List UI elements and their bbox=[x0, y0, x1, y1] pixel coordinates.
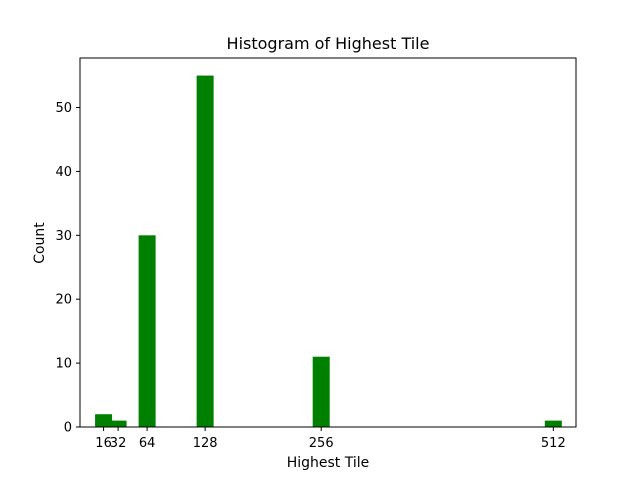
x-tick-label: 128 bbox=[193, 436, 218, 451]
x-tick-label: 16 bbox=[95, 436, 112, 451]
x-tick-label: 64 bbox=[139, 436, 156, 451]
y-tick-label: 50 bbox=[55, 101, 72, 116]
y-tick-label: 30 bbox=[55, 229, 72, 244]
y-axis-label: Count bbox=[32, 222, 48, 264]
x-tick-label: 512 bbox=[541, 436, 566, 451]
bar-64 bbox=[138, 235, 156, 427]
x-axis-label: Highest Tile bbox=[287, 455, 370, 471]
bar-32 bbox=[109, 420, 127, 427]
bar-128 bbox=[196, 75, 214, 427]
y-tick-label: 40 bbox=[55, 165, 72, 180]
bar-16 bbox=[95, 414, 113, 427]
bar-512 bbox=[544, 420, 562, 427]
bar-256 bbox=[312, 356, 330, 427]
chart-title: Histogram of Highest Tile bbox=[227, 34, 430, 53]
y-tick-label: 10 bbox=[55, 357, 72, 372]
x-tick-label: 32 bbox=[110, 436, 127, 451]
bars-layer bbox=[95, 75, 562, 427]
y-tick-label: 20 bbox=[55, 293, 72, 308]
plot-frame bbox=[79, 57, 577, 428]
y-tick-label: 0 bbox=[64, 421, 72, 436]
x-tick-label: 256 bbox=[309, 436, 334, 451]
